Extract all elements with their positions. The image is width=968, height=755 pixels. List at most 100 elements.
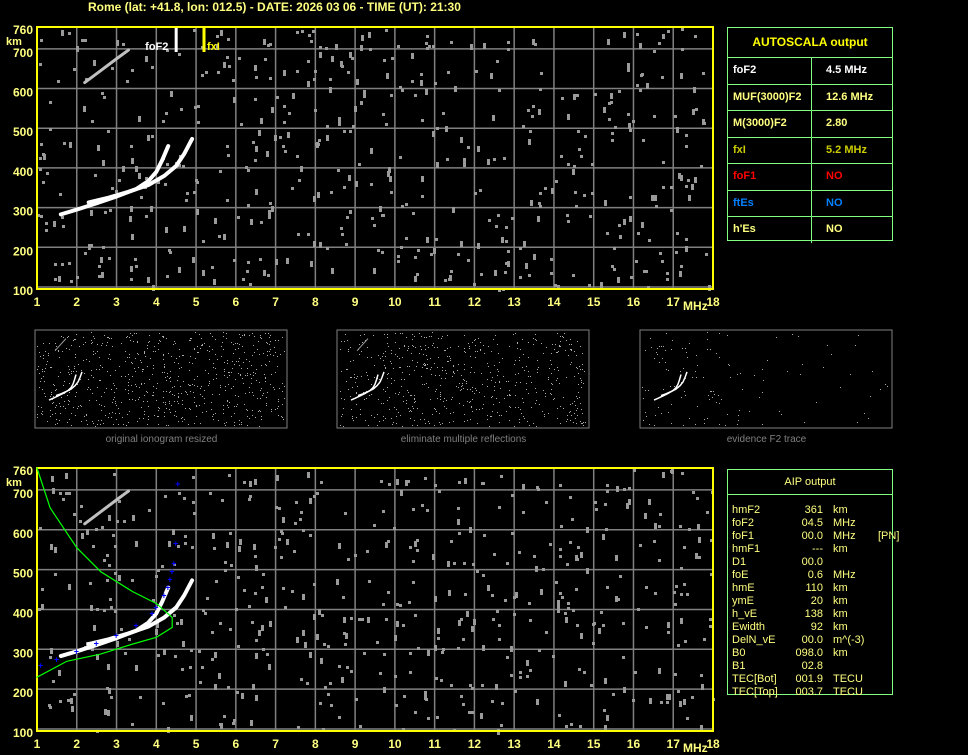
aip-row: B1 02.8 [732, 660, 899, 673]
noise-pixel [482, 574, 485, 577]
noise-pixel [647, 286, 650, 289]
noise-pixel [395, 354, 396, 355]
noise-pixel [116, 641, 119, 647]
noise-pixel [492, 396, 493, 397]
noise-pixel [237, 216, 240, 219]
noise-pixel [94, 174, 97, 177]
noise-pixel [467, 389, 468, 390]
noise-pixel [453, 421, 454, 422]
noise-pixel [471, 711, 474, 714]
noise-pixel [54, 278, 57, 281]
noise-pixel [666, 701, 669, 704]
noise-pixel [458, 620, 461, 626]
noise-pixel [648, 239, 651, 242]
noise-pixel [445, 350, 446, 351]
noise-pixel [93, 625, 96, 631]
noise-pixel [701, 684, 704, 690]
noise-pixel [402, 728, 405, 731]
noise-pixel [382, 603, 385, 606]
aip-value: 04.5 [801, 517, 823, 529]
noise-pixel [651, 195, 654, 201]
noise-pixel [169, 392, 170, 393]
noise-pixel [391, 363, 392, 364]
noise-pixel [463, 379, 464, 380]
noise-pixel [190, 385, 191, 386]
noise-pixel [496, 60, 499, 63]
noise-pixel [135, 384, 136, 385]
noise-pixel [473, 619, 476, 625]
noise-pixel [174, 401, 175, 402]
noise-pixel [144, 411, 145, 412]
noise-pixel [89, 361, 90, 362]
noise-pixel [92, 545, 95, 548]
noise-pixel [97, 387, 98, 388]
noise-pixel [43, 358, 44, 359]
noise-pixel [129, 399, 130, 400]
noise-pixel [382, 510, 385, 513]
noise-pixel [557, 418, 558, 419]
noise-pixel [295, 501, 298, 504]
noise-pixel [542, 568, 545, 571]
noise-pixel [83, 337, 84, 338]
noise-pixel [679, 701, 682, 707]
noise-pixel [377, 249, 380, 252]
noise-pixel [515, 360, 516, 361]
noise-pixel [301, 30, 304, 33]
noise-pixel [211, 631, 214, 634]
noise-pixel [472, 563, 475, 566]
noise-pixel [37, 369, 38, 370]
noise-pixel [56, 419, 57, 420]
noise-pixel [549, 368, 550, 369]
noise-pixel [539, 205, 542, 208]
noise-pixel [180, 386, 181, 387]
noise-pixel [671, 349, 672, 350]
noise-pixel [63, 406, 64, 407]
noise-pixel [270, 384, 271, 385]
noise-pixel [69, 401, 70, 402]
noise-pixel [175, 411, 176, 412]
noise-pixel [216, 378, 217, 379]
noise-pixel [492, 115, 495, 121]
noise-pixel [273, 387, 274, 388]
noise-pixel [885, 384, 886, 385]
noise-pixel [559, 484, 562, 487]
noise-pixel [692, 109, 695, 115]
noise-pixel [667, 30, 670, 33]
noise-pixel [231, 416, 232, 417]
noise-pixel [127, 336, 128, 337]
noise-pixel [351, 377, 352, 378]
noise-pixel [282, 404, 283, 405]
noise-pixel [163, 354, 164, 355]
noise-pixel [86, 420, 87, 421]
noise-pixel [474, 340, 475, 341]
noise-pixel [385, 356, 386, 357]
noise-pixel [571, 344, 572, 345]
aip-header: AIP output [728, 470, 892, 495]
noise-pixel [149, 341, 150, 342]
noise-pixel [152, 599, 155, 602]
noise-pixel [75, 415, 76, 416]
noise-pixel [155, 351, 156, 352]
noise-pixel [189, 666, 192, 669]
noise-pixel [185, 408, 186, 409]
noise-pixel [41, 413, 42, 414]
noise-pixel [627, 63, 630, 69]
noise-pixel [178, 393, 179, 394]
noise-pixel [166, 391, 167, 392]
noise-pixel [196, 406, 197, 407]
noise-pixel [542, 411, 543, 412]
noise-pixel [255, 76, 258, 79]
noise-pixel [529, 425, 530, 426]
noise-pixel [394, 635, 397, 641]
noise-pixel [173, 614, 176, 617]
noise-pixel [341, 233, 344, 236]
noise-pixel [831, 354, 832, 355]
x-tick-label: 3 [113, 295, 120, 309]
noise-pixel [255, 639, 258, 642]
noise-pixel [571, 350, 572, 351]
noise-pixel [269, 344, 270, 345]
noise-pixel [39, 168, 42, 171]
noise-pixel [313, 614, 316, 620]
noise-pixel [692, 491, 695, 494]
noise-pixel [183, 355, 184, 356]
